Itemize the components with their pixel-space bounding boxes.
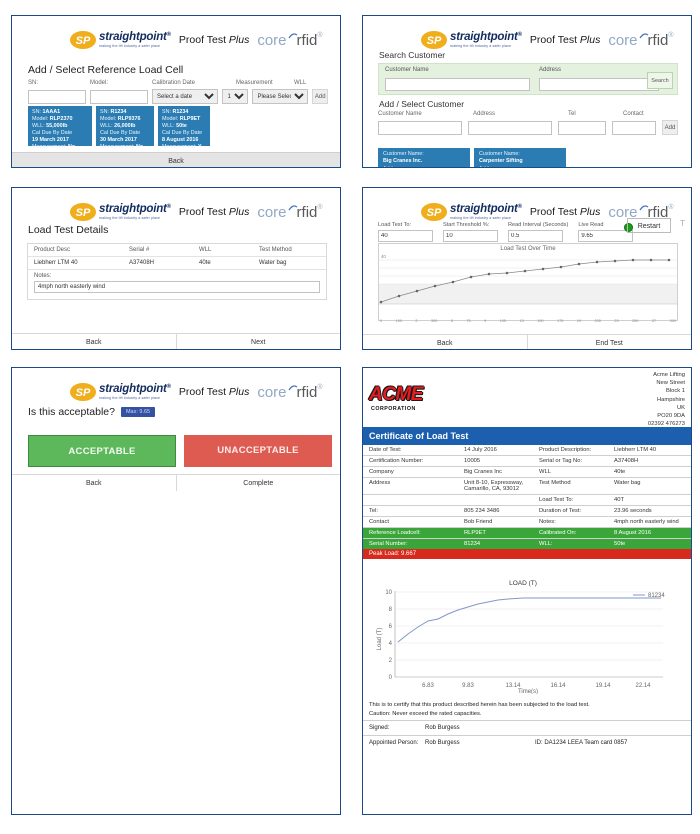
svg-text:0: 0 [389,675,393,681]
svg-text:Time(s): Time(s) [518,689,538,694]
svg-text:8: 8 [389,607,393,613]
svg-text:6: 6 [389,624,393,630]
svg-text:6.83: 6.83 [422,683,434,689]
svg-text:9.83: 9.83 [462,683,474,689]
svg-text:SP: SP [76,35,91,47]
svg-text:16.14: 16.14 [550,683,566,689]
svg-text:SP: SP [76,387,91,399]
svg-text:Load (T): Load (T) [377,628,383,651]
svg-text:SP: SP [427,207,442,219]
svg-text:81234: 81234 [648,593,665,599]
svg-text:2: 2 [389,658,393,664]
svg-text:SP: SP [76,207,91,219]
svg-text:22.14: 22.14 [635,683,651,689]
svg-text:4: 4 [389,641,393,647]
svg-text:10: 10 [385,590,392,596]
svg-text:19.14: 19.14 [595,683,611,689]
svg-text:SP: SP [427,35,442,47]
